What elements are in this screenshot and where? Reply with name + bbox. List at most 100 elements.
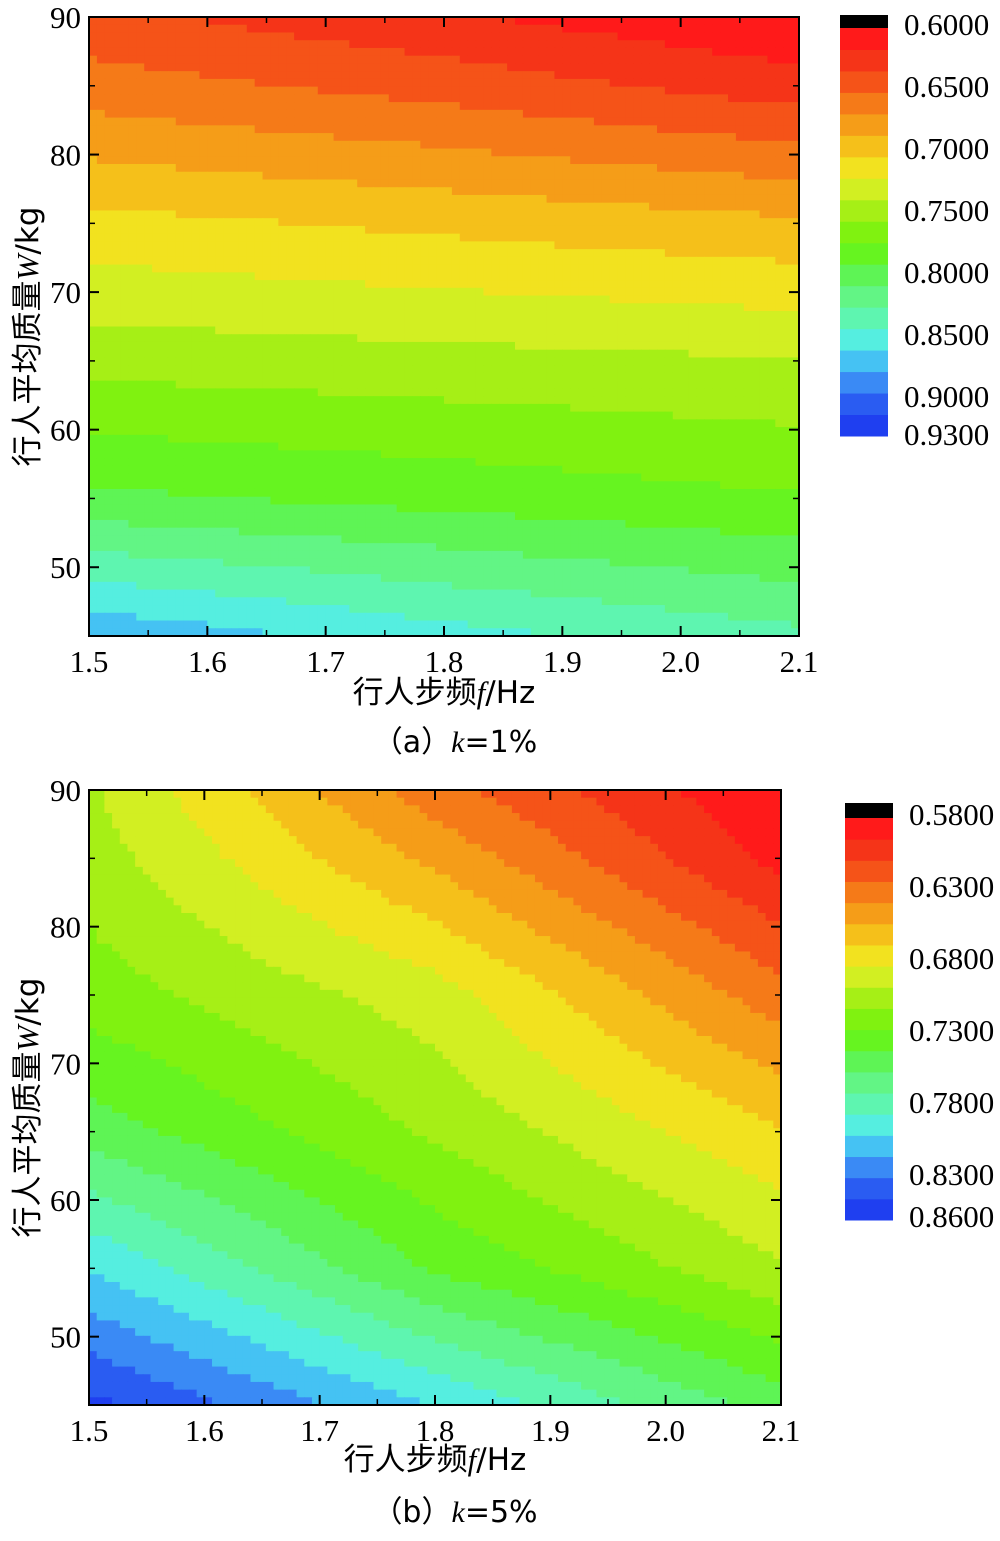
contour-cell xyxy=(231,396,240,405)
contour-cell xyxy=(317,396,327,405)
contour-cell xyxy=(207,419,216,428)
contour-cell xyxy=(664,187,674,196)
contour-cell xyxy=(759,326,769,335)
contour-cell xyxy=(491,326,500,335)
contour-cell xyxy=(152,287,161,297)
contour-cell xyxy=(357,94,366,103)
contour-cell xyxy=(680,63,690,72)
contour-cell xyxy=(341,32,350,41)
contour-cell xyxy=(578,102,587,111)
contour-cell xyxy=(207,365,216,374)
contour-cell xyxy=(104,218,114,227)
contour-cell xyxy=(144,311,153,320)
contour-cell xyxy=(223,218,232,227)
contour-cell xyxy=(601,434,611,444)
contour-cell xyxy=(578,256,587,266)
contour-cell xyxy=(412,365,421,374)
contour-cell xyxy=(412,311,421,320)
contour-cell xyxy=(104,55,114,65)
contour-cell xyxy=(617,341,627,351)
contour-cell xyxy=(317,94,327,103)
contour-cell xyxy=(404,442,414,451)
contour-cell xyxy=(499,117,508,126)
contour-cell xyxy=(515,403,524,413)
contour-cell xyxy=(199,249,208,258)
contour-cell xyxy=(444,210,453,219)
contour-cell xyxy=(262,280,272,289)
contour-cell xyxy=(215,372,224,382)
contour-cell xyxy=(286,427,295,436)
contour-cell xyxy=(649,280,658,289)
contour-cell xyxy=(515,117,524,126)
contour-cell xyxy=(791,233,799,242)
contour-cell xyxy=(167,71,177,80)
contour-cell xyxy=(309,280,319,289)
contour-cell xyxy=(420,218,429,227)
contour-cell xyxy=(649,140,658,150)
contour-cell xyxy=(680,40,690,49)
contour-cell xyxy=(664,32,674,41)
contour-cell xyxy=(333,303,343,312)
contour-cell xyxy=(175,156,185,165)
contour-cell xyxy=(175,357,185,366)
contour-cell xyxy=(357,140,366,150)
contour-cell xyxy=(459,117,469,126)
contour-cell xyxy=(609,318,619,328)
contour-cell xyxy=(712,334,721,343)
contour-cell xyxy=(286,396,295,405)
contour-cell xyxy=(396,32,406,41)
contour-cell xyxy=(349,164,358,173)
contour-cell xyxy=(499,326,508,335)
contour-cell xyxy=(144,32,153,41)
contour-cell xyxy=(451,94,461,103)
contour-cell xyxy=(317,24,327,34)
contour-cell xyxy=(633,133,642,142)
contour-cell xyxy=(775,287,784,297)
contour-cell xyxy=(664,63,674,72)
contour-cell xyxy=(309,349,319,359)
contour-cell xyxy=(767,187,776,196)
contour-cell xyxy=(562,40,571,49)
contour-cell xyxy=(215,78,224,88)
contour-cell xyxy=(578,380,587,389)
contour-cell xyxy=(680,365,690,374)
contour-cell xyxy=(365,357,374,366)
contour-cell xyxy=(207,334,216,343)
contour-cell xyxy=(649,225,658,235)
contour-cell xyxy=(199,202,208,212)
contour-cell xyxy=(333,365,343,374)
contour-cell xyxy=(538,411,548,420)
contour-cell xyxy=(751,94,761,103)
contour-cell xyxy=(199,365,208,374)
contour-cell xyxy=(373,156,382,165)
contour-cell xyxy=(388,295,398,304)
contour-cell xyxy=(309,295,319,304)
contour-cell xyxy=(246,133,256,142)
contour-cell xyxy=(112,287,122,297)
contour-cell xyxy=(751,125,761,134)
contour-cell xyxy=(444,86,453,95)
contour-cell xyxy=(104,419,114,428)
contour-cell xyxy=(404,241,414,250)
contour-cell xyxy=(317,341,327,351)
contour-cell xyxy=(554,341,563,351)
contour-cell xyxy=(593,117,603,126)
contour-cell xyxy=(199,125,208,134)
contour-cell xyxy=(104,40,114,49)
contour-cell xyxy=(388,341,398,351)
contour-cell xyxy=(144,295,153,304)
contour-cell xyxy=(404,287,414,297)
contour-cell xyxy=(136,40,145,49)
contour-cell xyxy=(96,326,106,335)
contour-cell xyxy=(704,233,713,242)
contour-cell xyxy=(325,233,335,242)
contour-cell xyxy=(412,55,421,65)
contour-cell xyxy=(333,411,343,420)
contour-cell xyxy=(333,156,343,165)
contour-cell xyxy=(704,303,713,312)
contour-cell xyxy=(436,94,445,103)
contour-cell xyxy=(286,380,295,389)
contour-cell xyxy=(160,396,169,405)
contour-cell xyxy=(562,63,571,72)
contour-cell xyxy=(467,187,477,196)
